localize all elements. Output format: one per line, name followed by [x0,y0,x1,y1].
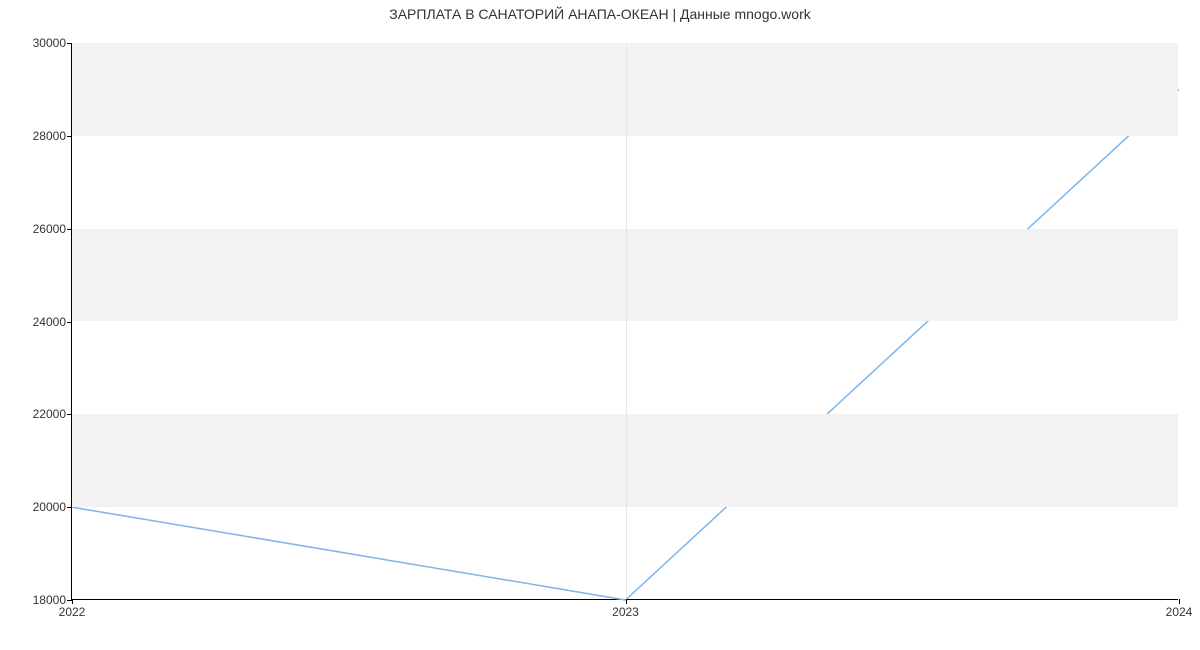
salary-line-chart: ЗАРПЛАТА В САНАТОРИЙ АНАПА-ОКЕАН | Данны… [0,0,1200,650]
x-tick-mark [72,599,73,604]
y-tick-mark [67,507,72,508]
x-gridline [626,43,627,599]
x-tick-mark [1179,599,1180,604]
x-tick-mark [626,599,627,604]
chart-title: ЗАРПЛАТА В САНАТОРИЙ АНАПА-ОКЕАН | Данны… [0,6,1200,22]
y-tick-mark [67,414,72,415]
y-tick-mark [67,322,72,323]
y-tick-mark [67,43,72,44]
plot-area: 1800020000220002400026000280003000020222… [71,43,1178,600]
y-tick-mark [67,136,72,137]
y-tick-mark [67,229,72,230]
